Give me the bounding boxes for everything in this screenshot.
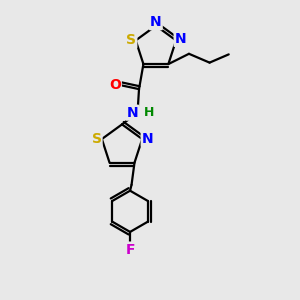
- Text: N: N: [142, 132, 153, 146]
- Text: S: S: [126, 33, 136, 47]
- Text: S: S: [92, 132, 102, 146]
- Text: N: N: [175, 32, 186, 46]
- Text: N: N: [150, 15, 162, 29]
- Text: F: F: [125, 243, 135, 256]
- Text: H: H: [143, 106, 154, 119]
- Text: N: N: [126, 106, 138, 120]
- Text: O: O: [109, 78, 121, 92]
